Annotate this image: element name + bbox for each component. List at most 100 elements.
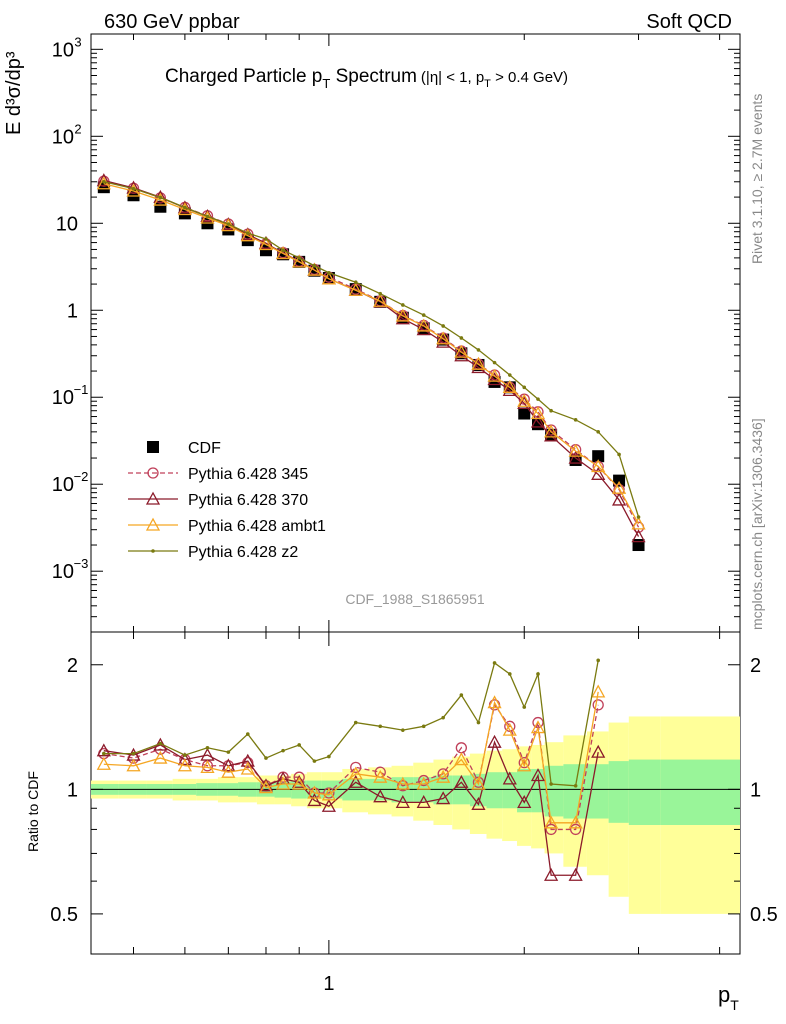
series-line xyxy=(103,180,640,528)
ratio-data-point xyxy=(281,748,285,753)
data-point xyxy=(127,189,140,202)
data-point xyxy=(183,205,187,210)
ratio-data-point xyxy=(591,684,606,698)
ratio-data-point xyxy=(395,795,410,809)
data-point xyxy=(530,414,546,428)
data-point xyxy=(487,368,502,382)
ratio-data-point xyxy=(471,776,486,790)
legend-marker xyxy=(145,491,161,505)
series-line xyxy=(103,181,640,518)
data-point xyxy=(507,373,512,377)
y-tick-label: 10 xyxy=(52,387,74,409)
ratio-data-point xyxy=(569,823,582,836)
data-point xyxy=(454,344,469,358)
legend-label: Pythia 6.428 z2 xyxy=(188,544,298,561)
ratio-data-point xyxy=(348,766,363,780)
ratio-data-point xyxy=(240,761,255,775)
data-point xyxy=(297,256,301,260)
ratio-data-point xyxy=(517,795,532,809)
green-band-segment xyxy=(544,765,564,817)
data-point xyxy=(517,393,532,407)
ratio-data-point xyxy=(373,789,388,803)
legend-marker xyxy=(145,517,161,531)
ratio-data-point xyxy=(307,793,322,807)
data-point xyxy=(536,397,540,401)
ratio-data-point xyxy=(454,752,469,766)
data-point xyxy=(454,348,469,362)
ratio-data-point xyxy=(321,798,336,812)
data-point xyxy=(436,331,451,345)
data-point xyxy=(617,452,621,457)
ratio-data-point xyxy=(502,771,517,785)
data-point xyxy=(492,360,497,365)
ratio-data-point xyxy=(487,695,502,709)
y-tick-label: 10 xyxy=(52,126,74,148)
ratio-data-point xyxy=(549,782,553,786)
ratio-y-tick-label-right: 2 xyxy=(750,655,761,677)
y-tick-label-exponent: 3 xyxy=(74,34,81,49)
ratio-data-point xyxy=(153,750,168,764)
ratio-data-point xyxy=(292,774,307,788)
data-point xyxy=(549,408,553,413)
ratio-data-point xyxy=(518,757,530,769)
y-tick-label: 1 xyxy=(67,300,78,322)
ratio-series-line xyxy=(103,703,599,831)
data-point xyxy=(591,466,606,480)
data-point xyxy=(631,516,646,530)
y-tick-label-exponent: −2 xyxy=(74,469,89,484)
ratio-data-point xyxy=(592,699,604,711)
data-point xyxy=(373,293,388,307)
ratio-data-point xyxy=(378,724,383,729)
chart-title: Charged Particle pT Spectrum (|η| < 1, pT… xyxy=(165,66,568,91)
data-point xyxy=(544,428,559,442)
ratio-data-point xyxy=(471,796,486,810)
ratio-data-point xyxy=(476,720,481,725)
ratio-data-point xyxy=(441,715,445,720)
data-point xyxy=(591,459,606,473)
data-point xyxy=(592,450,605,463)
ratio-data-point xyxy=(596,658,600,663)
legend: CDF Pythia 6.428 345 Pythia 6.428 370 Pythi… xyxy=(128,440,326,561)
data-point xyxy=(530,406,546,420)
ratio-data-point xyxy=(373,769,388,783)
data-point xyxy=(153,192,168,206)
data-point xyxy=(416,322,431,336)
ratio-y-tick-label: 2 xyxy=(67,655,78,677)
main-series-group xyxy=(96,173,646,552)
ratio-data-point xyxy=(459,693,464,697)
green-band-segment xyxy=(563,764,587,819)
y-tick-label: 10 xyxy=(52,561,74,583)
ratio-data-point xyxy=(102,751,106,756)
ratio-data-point xyxy=(568,815,583,829)
ratio-data-point xyxy=(177,752,192,766)
ratio-data-point xyxy=(536,672,540,676)
data-point xyxy=(395,308,410,322)
legend-label: Pythia 6.428 370 xyxy=(188,492,308,509)
data-point xyxy=(205,214,210,219)
ratio-data-point xyxy=(177,758,192,772)
ratio-y-tick-label: 0.5 xyxy=(50,904,78,926)
data-point xyxy=(568,443,583,457)
legend-marker xyxy=(147,467,159,479)
ratio-data-point xyxy=(264,756,268,760)
series-line xyxy=(103,179,640,537)
data-point xyxy=(177,200,192,214)
legend-label: CDF xyxy=(188,440,221,457)
ratio-data-point xyxy=(418,774,430,787)
ratio-data-point xyxy=(348,774,363,788)
ratio-data-point xyxy=(96,743,111,757)
ratio-data-point xyxy=(221,764,236,778)
ratio-data-point xyxy=(327,754,331,759)
data-point xyxy=(348,282,363,296)
ratio-data-point xyxy=(545,823,557,836)
data-point xyxy=(131,186,136,191)
ratio-data-point xyxy=(307,785,322,799)
ratio-data-point xyxy=(226,750,231,754)
data-point xyxy=(421,313,426,317)
ratio-data-point xyxy=(416,776,431,790)
energy-label: 630 GeV ppbar xyxy=(104,11,240,33)
ratio-y-tick-label-right: 1 xyxy=(750,779,761,801)
data-point xyxy=(258,237,274,251)
